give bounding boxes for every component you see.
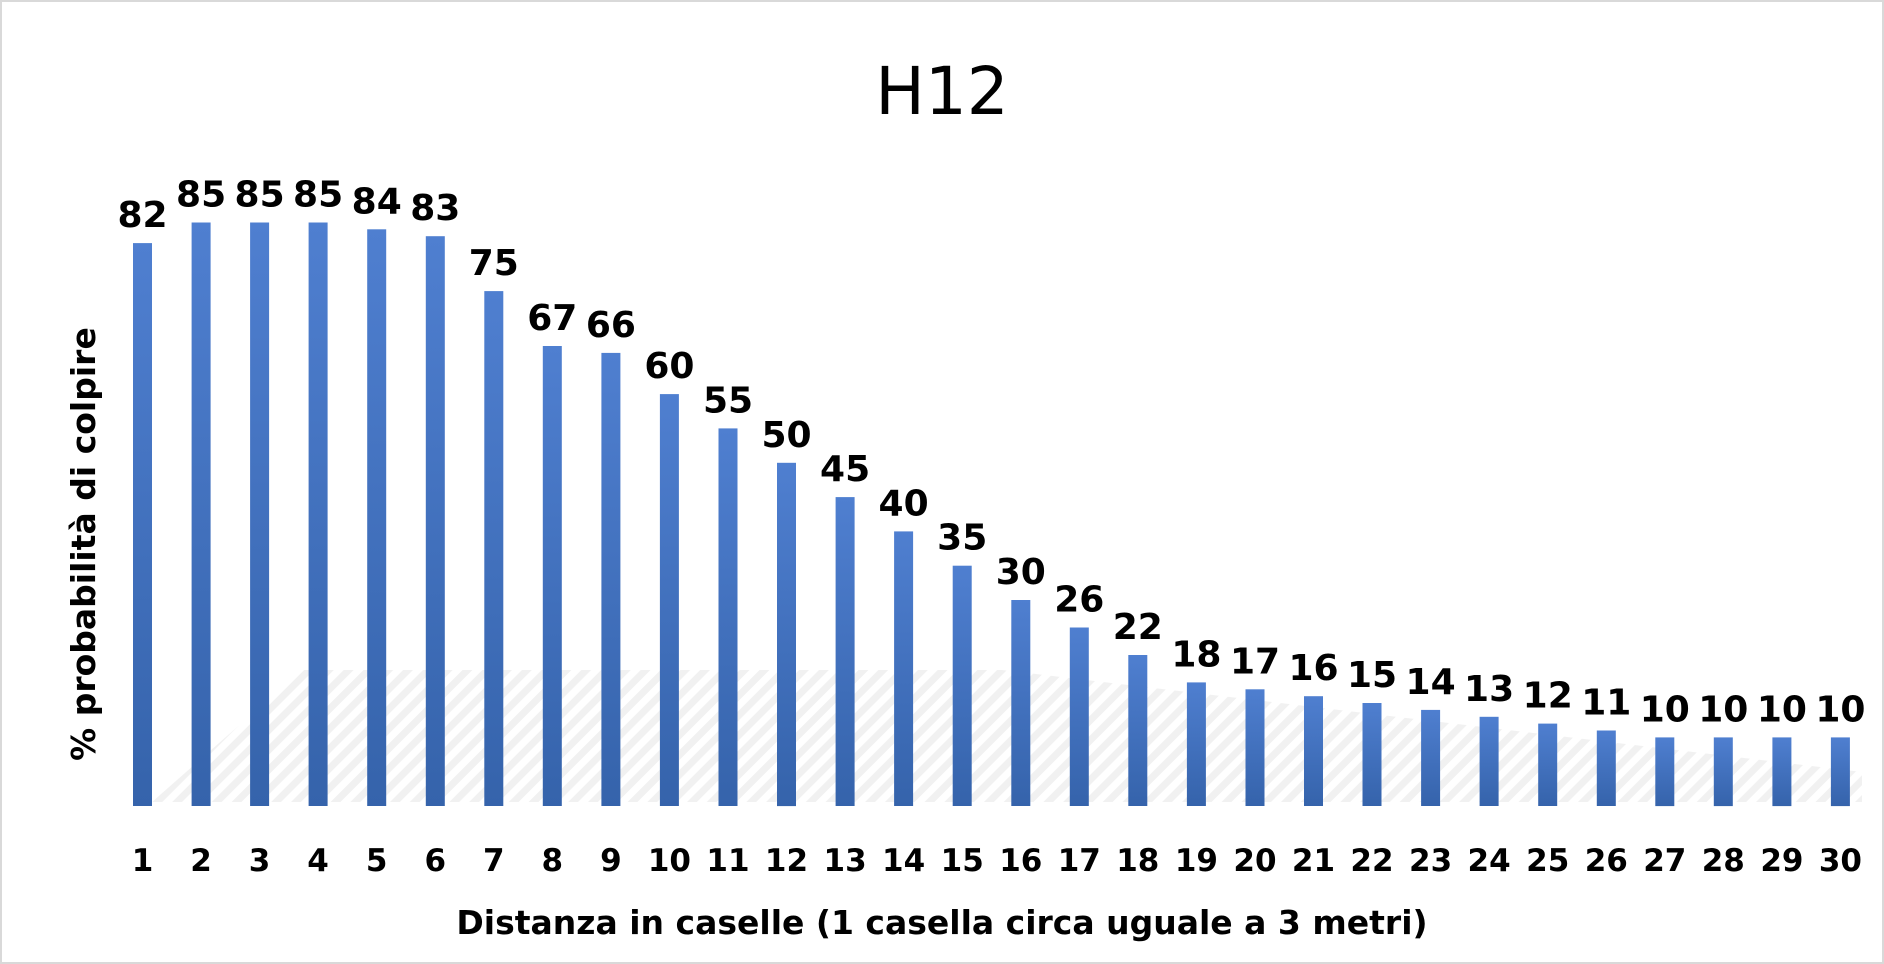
bar-5: [367, 229, 387, 807]
x-tick-label-7: 7: [483, 843, 505, 879]
data-label-19: 18: [1171, 634, 1221, 675]
data-label-18: 22: [1113, 607, 1163, 648]
data-label-7: 75: [469, 243, 519, 284]
bar-24: [1479, 716, 1499, 806]
bar-8: [542, 346, 562, 806]
bar-18: [1128, 655, 1148, 806]
x-tick-label-13: 13: [824, 843, 867, 879]
bar-30: [1830, 737, 1850, 807]
data-label-6: 83: [410, 188, 460, 229]
x-tick-label-8: 8: [542, 843, 564, 879]
data-label-23: 14: [1406, 662, 1456, 703]
bar-16: [1011, 600, 1031, 806]
x-tick-label-2: 2: [190, 843, 212, 879]
bar-9: [601, 352, 621, 806]
data-label-3: 85: [235, 175, 285, 216]
x-tick-label-24: 24: [1468, 843, 1511, 879]
bar-12: [777, 462, 796, 807]
x-tick-label-30: 30: [1819, 843, 1862, 879]
data-label-21: 16: [1288, 648, 1338, 689]
x-tick-label-20: 20: [1233, 843, 1276, 879]
x-tick-label-15: 15: [941, 843, 984, 879]
x-tick-labels-group: 1 2 3 4 5 6 7 8 9 10 11 12 13 14 15 16 17 18 19 20 21 22 23 24 2…: [132, 843, 1862, 879]
data-label-5: 84: [352, 181, 402, 222]
data-label-20: 17: [1230, 641, 1280, 682]
bar-7: [484, 291, 504, 807]
data-label-26: 11: [1581, 683, 1631, 724]
data-label-27: 10: [1640, 689, 1690, 730]
bar-21: [1304, 696, 1323, 806]
x-tick-label-23: 23: [1409, 843, 1452, 879]
x-tick-label-21: 21: [1292, 843, 1335, 879]
x-tick-label-27: 27: [1643, 843, 1686, 879]
data-label-2: 85: [176, 175, 226, 216]
data-label-10: 60: [644, 346, 694, 387]
x-tick-label-14: 14: [882, 843, 925, 879]
bar-20: [1245, 689, 1265, 806]
chart-title: H12: [875, 53, 1009, 130]
bar-19: [1186, 682, 1206, 806]
data-label-12: 50: [761, 415, 811, 456]
data-label-4: 85: [293, 175, 343, 216]
bar-27: [1655, 737, 1675, 807]
bar-11: [718, 428, 738, 806]
data-label-16: 30: [996, 552, 1046, 593]
bars-group: [133, 222, 1850, 807]
bar-22: [1362, 703, 1382, 806]
y-axis-title: % probabilità di colpire: [64, 327, 103, 761]
bar-6: [425, 236, 445, 806]
data-label-14: 40: [879, 483, 929, 524]
data-label-29: 10: [1757, 689, 1807, 730]
data-label-9: 66: [586, 305, 636, 346]
bar-14: [894, 531, 914, 806]
x-tick-label-12: 12: [765, 843, 808, 879]
bar-25: [1538, 723, 1558, 806]
bar-3: [250, 222, 270, 806]
x-tick-label-11: 11: [706, 843, 749, 879]
x-axis-title: Distanza in caselle (1 casella circa ugu…: [456, 903, 1427, 942]
x-tick-label-22: 22: [1350, 843, 1393, 879]
data-label-30: 10: [1815, 689, 1865, 730]
bar-15: [952, 565, 972, 806]
data-label-28: 10: [1698, 689, 1748, 730]
bar-10: [659, 394, 679, 806]
x-tick-label-6: 6: [425, 843, 447, 879]
bar-1: [133, 243, 152, 807]
x-tick-label-10: 10: [648, 843, 691, 879]
x-tick-label-5: 5: [366, 843, 388, 879]
data-label-24: 13: [1464, 669, 1514, 710]
x-tick-label-4: 4: [307, 843, 329, 879]
x-tick-label-25: 25: [1526, 843, 1569, 879]
x-tick-label-18: 18: [1116, 843, 1159, 879]
data-label-17: 26: [1054, 580, 1104, 621]
bar-17: [1069, 627, 1089, 806]
bar-26: [1596, 730, 1616, 806]
bar-13: [835, 497, 855, 806]
x-tick-label-3: 3: [249, 843, 271, 879]
x-tick-label-26: 26: [1585, 843, 1628, 879]
data-label-25: 12: [1523, 676, 1573, 717]
bar-28: [1713, 737, 1733, 807]
data-label-1: 82: [117, 195, 167, 236]
bar-23: [1421, 709, 1441, 806]
bar-2: [191, 222, 211, 806]
x-tick-label-28: 28: [1702, 843, 1745, 879]
x-tick-label-9: 9: [600, 843, 622, 879]
x-tick-label-1: 1: [132, 843, 154, 879]
x-tick-label-17: 17: [1058, 843, 1101, 879]
data-label-22: 15: [1347, 655, 1397, 696]
bar-4: [308, 222, 328, 806]
data-label-11: 55: [703, 380, 753, 421]
x-tick-label-19: 19: [1175, 843, 1218, 879]
data-label-8: 67: [527, 298, 577, 339]
bar-29: [1772, 737, 1792, 807]
x-tick-label-16: 16: [999, 843, 1042, 879]
data-label-15: 35: [937, 518, 987, 559]
x-tick-label-29: 29: [1760, 843, 1803, 879]
data-label-13: 45: [820, 449, 870, 490]
